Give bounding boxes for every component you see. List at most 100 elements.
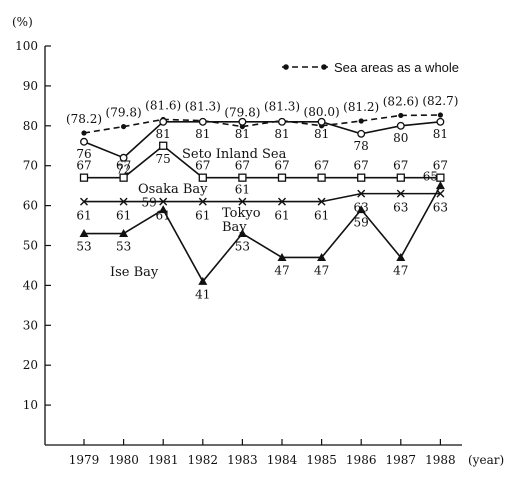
plot-area: (78.2) (79.8)(81.6) (81.3) (79.8) (81.3) (80.…: [66, 94, 458, 301]
data-label-osaka: 67: [274, 159, 289, 173]
data-label-sea-areas: (81.3): [264, 100, 300, 114]
x-tick-label: 1981: [148, 453, 179, 467]
data-label-seto: 81: [433, 127, 448, 141]
point-ise: [356, 205, 366, 214]
point-osaka: [238, 173, 247, 182]
legend: Sea areas as a whole: [282, 60, 459, 75]
data-label-ise: 65: [423, 170, 438, 184]
point-tokyo: [198, 197, 207, 206]
data-label-sea-areas: (79.8): [224, 106, 260, 120]
point-tokyo: [317, 197, 326, 206]
data-label-osaka: 67: [76, 159, 91, 173]
point-tokyo: [278, 197, 286, 206]
point-sea-areas: [121, 123, 127, 130]
x-tick-label: 1988: [425, 453, 456, 467]
data-label-tokyo: 61: [274, 209, 289, 223]
point-osaka: [79, 173, 89, 182]
point-osaka: [159, 141, 168, 150]
data-label-ise: 41: [195, 287, 210, 301]
point-sea-areas: [81, 130, 87, 136]
point-ise: [277, 252, 287, 261]
data-label-tokyo: 61: [116, 209, 131, 223]
data-label-osaka: 67: [235, 159, 250, 173]
data-label-seto: 81: [314, 127, 329, 141]
x-tick-label: 1987: [386, 453, 417, 467]
point-tokyo: [80, 197, 88, 206]
y-tick-label: 80: [23, 119, 38, 133]
data-label-osaka: 67: [314, 159, 329, 173]
series-line-seto-inland-sea: [83, 121, 441, 159]
data-label-tokyo: 63: [393, 201, 408, 215]
x-tick-label: 1982: [188, 453, 219, 467]
data-label-ise: 59: [354, 216, 369, 230]
data-label-seto: 78: [354, 139, 369, 153]
data-label-sea-areas: (81.3): [185, 100, 221, 114]
x-tick-label: 1983: [227, 453, 258, 467]
data-label-ise: 47: [393, 263, 408, 277]
data-label-sea-areas: (82.6): [383, 94, 419, 108]
data-label-seto: 80: [393, 131, 408, 145]
point-osaka: [396, 173, 405, 182]
point-ise: [237, 229, 247, 238]
y-tick-label: 50: [23, 239, 38, 253]
series-line-sea-areas-as-a-whole: [83, 114, 441, 134]
point-osaka: [357, 173, 366, 182]
point-ise: [198, 276, 208, 285]
point-ise: [435, 181, 445, 190]
data-label-seto: 76: [76, 147, 91, 161]
point-osaka: [277, 173, 287, 182]
x-tick-label: 1986: [346, 453, 377, 467]
x-tick-label: 1980: [108, 453, 139, 467]
x-unit-label: (year): [468, 453, 504, 467]
point-seto: [396, 121, 405, 130]
point-osaka: [119, 173, 128, 182]
y-unit-label: (%): [12, 15, 33, 29]
y-tick-label: 30: [23, 318, 38, 332]
data-label-seto: 81: [156, 127, 171, 141]
series-label-tokyo: Tokyo Bay: [222, 206, 261, 235]
data-label-seto: 72: [116, 163, 131, 177]
y-tick-label: 100: [15, 39, 38, 53]
y-axis: (%) 10 20 30 40 50 60 70 80 90 100: [12, 15, 51, 445]
point-tokyo: [396, 189, 405, 198]
point-osaka: [198, 173, 207, 182]
y-tick-label: 20: [23, 358, 38, 372]
point-tokyo: [119, 197, 128, 206]
data-label-ise: 47: [314, 263, 329, 277]
point-ise: [317, 252, 327, 261]
point-ise: [158, 205, 168, 214]
point-seto: [238, 117, 247, 126]
data-label-sea-areas: (82.7): [422, 94, 458, 108]
point-seto: [436, 117, 445, 126]
data-label-sea-areas: (78.2): [66, 112, 102, 126]
data-label-osaka: 67: [354, 159, 369, 173]
series-label-seto: Seto Inland Sea: [182, 147, 287, 162]
data-label-sea-areas: (81.6): [145, 98, 181, 112]
y-tick-label: 40: [23, 278, 38, 292]
x-tick-label: 1984: [267, 453, 298, 467]
y-tick-label: 10: [23, 398, 38, 412]
data-label-ise: 53: [116, 240, 131, 254]
series-label-osaka: Osaka Bay: [138, 182, 208, 197]
point-sea-areas: [398, 112, 404, 119]
series-labels: Seto Inland Sea Osaka Bay Tokyo Bay Ise B…: [110, 147, 287, 280]
series-label-ise: Ise Bay: [110, 265, 159, 280]
point-seto: [278, 117, 286, 126]
legend-marker: [321, 64, 327, 70]
data-label-ise: 53: [76, 240, 91, 254]
data-label-ise: 47: [274, 263, 289, 277]
data-label-sea-areas: (80.0): [304, 105, 340, 119]
x-tick-label: 1985: [306, 453, 337, 467]
data-label-seto: 81: [235, 127, 250, 141]
y-tick-label: 60: [23, 199, 38, 213]
point-seto: [119, 153, 128, 162]
data-label-sea-areas: (81.2): [343, 100, 379, 114]
data-label-osaka: 75: [156, 152, 171, 166]
legend-label: Sea areas as a whole: [334, 60, 459, 75]
data-label-ise: 59: [142, 196, 157, 210]
point-osaka: [317, 173, 326, 182]
point-seto: [357, 129, 366, 138]
data-label-tokyo: 63: [433, 201, 448, 215]
y-tick-label: 70: [23, 159, 38, 173]
